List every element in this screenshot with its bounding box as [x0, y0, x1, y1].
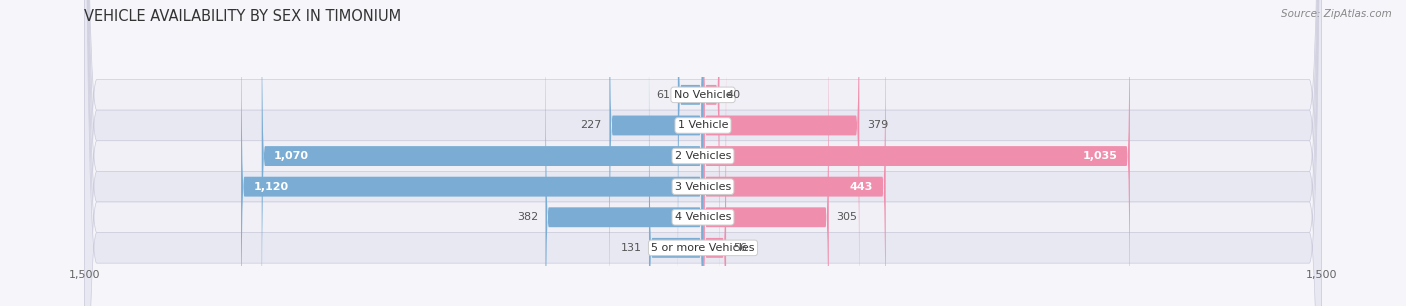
FancyBboxPatch shape: [84, 0, 1322, 306]
FancyBboxPatch shape: [546, 0, 703, 306]
FancyBboxPatch shape: [703, 0, 886, 306]
Text: 1,070: 1,070: [274, 151, 309, 161]
Text: 227: 227: [581, 121, 602, 130]
Text: 1 Vehicle: 1 Vehicle: [678, 121, 728, 130]
Text: Source: ZipAtlas.com: Source: ZipAtlas.com: [1281, 9, 1392, 19]
Text: 3 Vehicles: 3 Vehicles: [675, 182, 731, 192]
Text: VEHICLE AVAILABILITY BY SEX IN TIMONIUM: VEHICLE AVAILABILITY BY SEX IN TIMONIUM: [84, 9, 402, 24]
FancyBboxPatch shape: [262, 0, 703, 306]
FancyBboxPatch shape: [84, 0, 1322, 306]
Text: 40: 40: [727, 90, 741, 100]
Text: 2 Vehicles: 2 Vehicles: [675, 151, 731, 161]
Text: 1,120: 1,120: [253, 182, 288, 192]
Text: 131: 131: [620, 243, 641, 253]
Text: 5 or more Vehicles: 5 or more Vehicles: [651, 243, 755, 253]
Text: 56: 56: [734, 243, 748, 253]
Text: 4 Vehicles: 4 Vehicles: [675, 212, 731, 222]
FancyBboxPatch shape: [650, 13, 703, 306]
FancyBboxPatch shape: [678, 0, 703, 306]
FancyBboxPatch shape: [84, 0, 1322, 306]
Text: 443: 443: [851, 182, 873, 192]
FancyBboxPatch shape: [240, 0, 703, 306]
Text: 379: 379: [866, 121, 889, 130]
FancyBboxPatch shape: [703, 0, 720, 306]
Text: 1,035: 1,035: [1083, 151, 1118, 161]
FancyBboxPatch shape: [703, 0, 859, 306]
FancyBboxPatch shape: [609, 0, 703, 306]
FancyBboxPatch shape: [84, 0, 1322, 306]
FancyBboxPatch shape: [84, 0, 1322, 306]
FancyBboxPatch shape: [84, 0, 1322, 306]
FancyBboxPatch shape: [703, 13, 725, 306]
Text: 305: 305: [837, 212, 858, 222]
Text: 382: 382: [517, 212, 538, 222]
Text: No Vehicle: No Vehicle: [673, 90, 733, 100]
FancyBboxPatch shape: [703, 0, 1130, 306]
Text: 61: 61: [657, 90, 671, 100]
FancyBboxPatch shape: [703, 0, 828, 306]
